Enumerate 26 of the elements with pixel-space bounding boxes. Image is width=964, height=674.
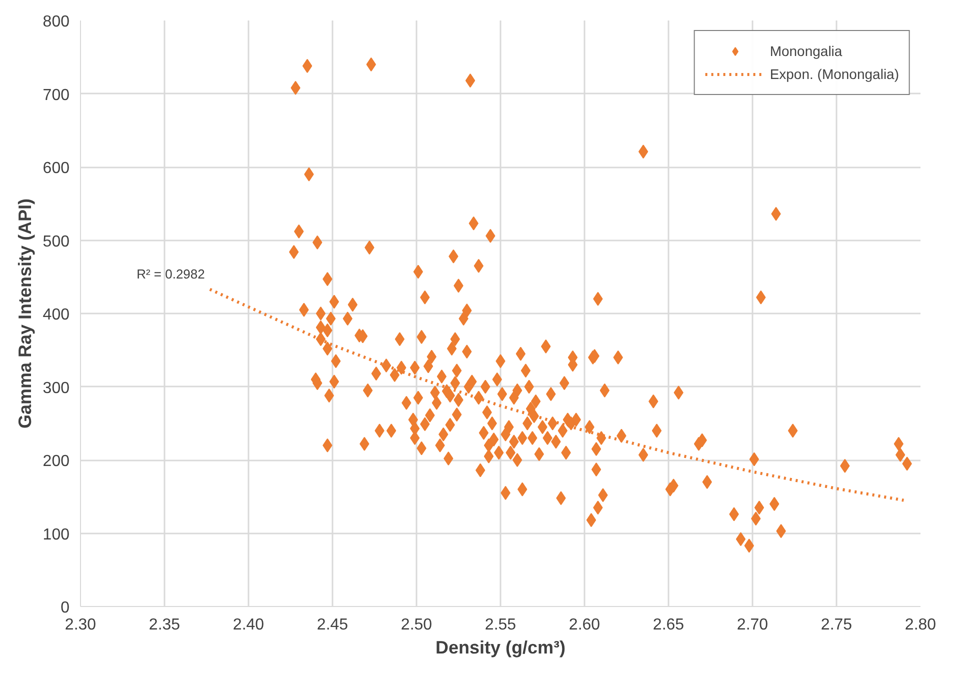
x-tick-label: 2.60 — [568, 616, 600, 634]
line-series — [208, 288, 906, 502]
legend-label: Monongalia — [770, 43, 842, 59]
y-tick-label: 500 — [42, 233, 70, 250]
x-axis-title: Density (g/cm³) — [435, 638, 566, 658]
annotation: R² = 0.2982 — [136, 266, 205, 282]
x-tick-label: 2.75 — [820, 616, 852, 634]
x-tick-label: 2.70 — [736, 616, 768, 634]
legend-label: Expon. (Monongalia) — [770, 66, 899, 82]
y-tick-label: 600 — [42, 160, 70, 177]
y-tick-label: 0 — [60, 600, 70, 616]
y-tick-label: 400 — [42, 306, 70, 324]
x-tick-label: 2.65 — [652, 616, 684, 634]
x-tick-label: 2.50 — [400, 616, 432, 634]
y-tick-label: 700 — [42, 86, 70, 104]
x-tick-label: 2.40 — [232, 616, 264, 634]
x-tick-label: 2.30 — [64, 616, 96, 634]
y-tick-label: 300 — [42, 380, 70, 397]
x-tick-label: 2.80 — [904, 616, 936, 634]
y-tick-label: 200 — [42, 453, 70, 470]
x-tick-label: 2.35 — [148, 616, 180, 634]
x-tick-label: 2.55 — [484, 616, 516, 634]
y-tick-label: 800 — [42, 14, 70, 30]
y-axis-title: Gamma Ray Intensity (API) — [14, 198, 35, 429]
y-tick-label: 100 — [42, 526, 70, 544]
x-tick-label: 2.45 — [316, 616, 348, 634]
